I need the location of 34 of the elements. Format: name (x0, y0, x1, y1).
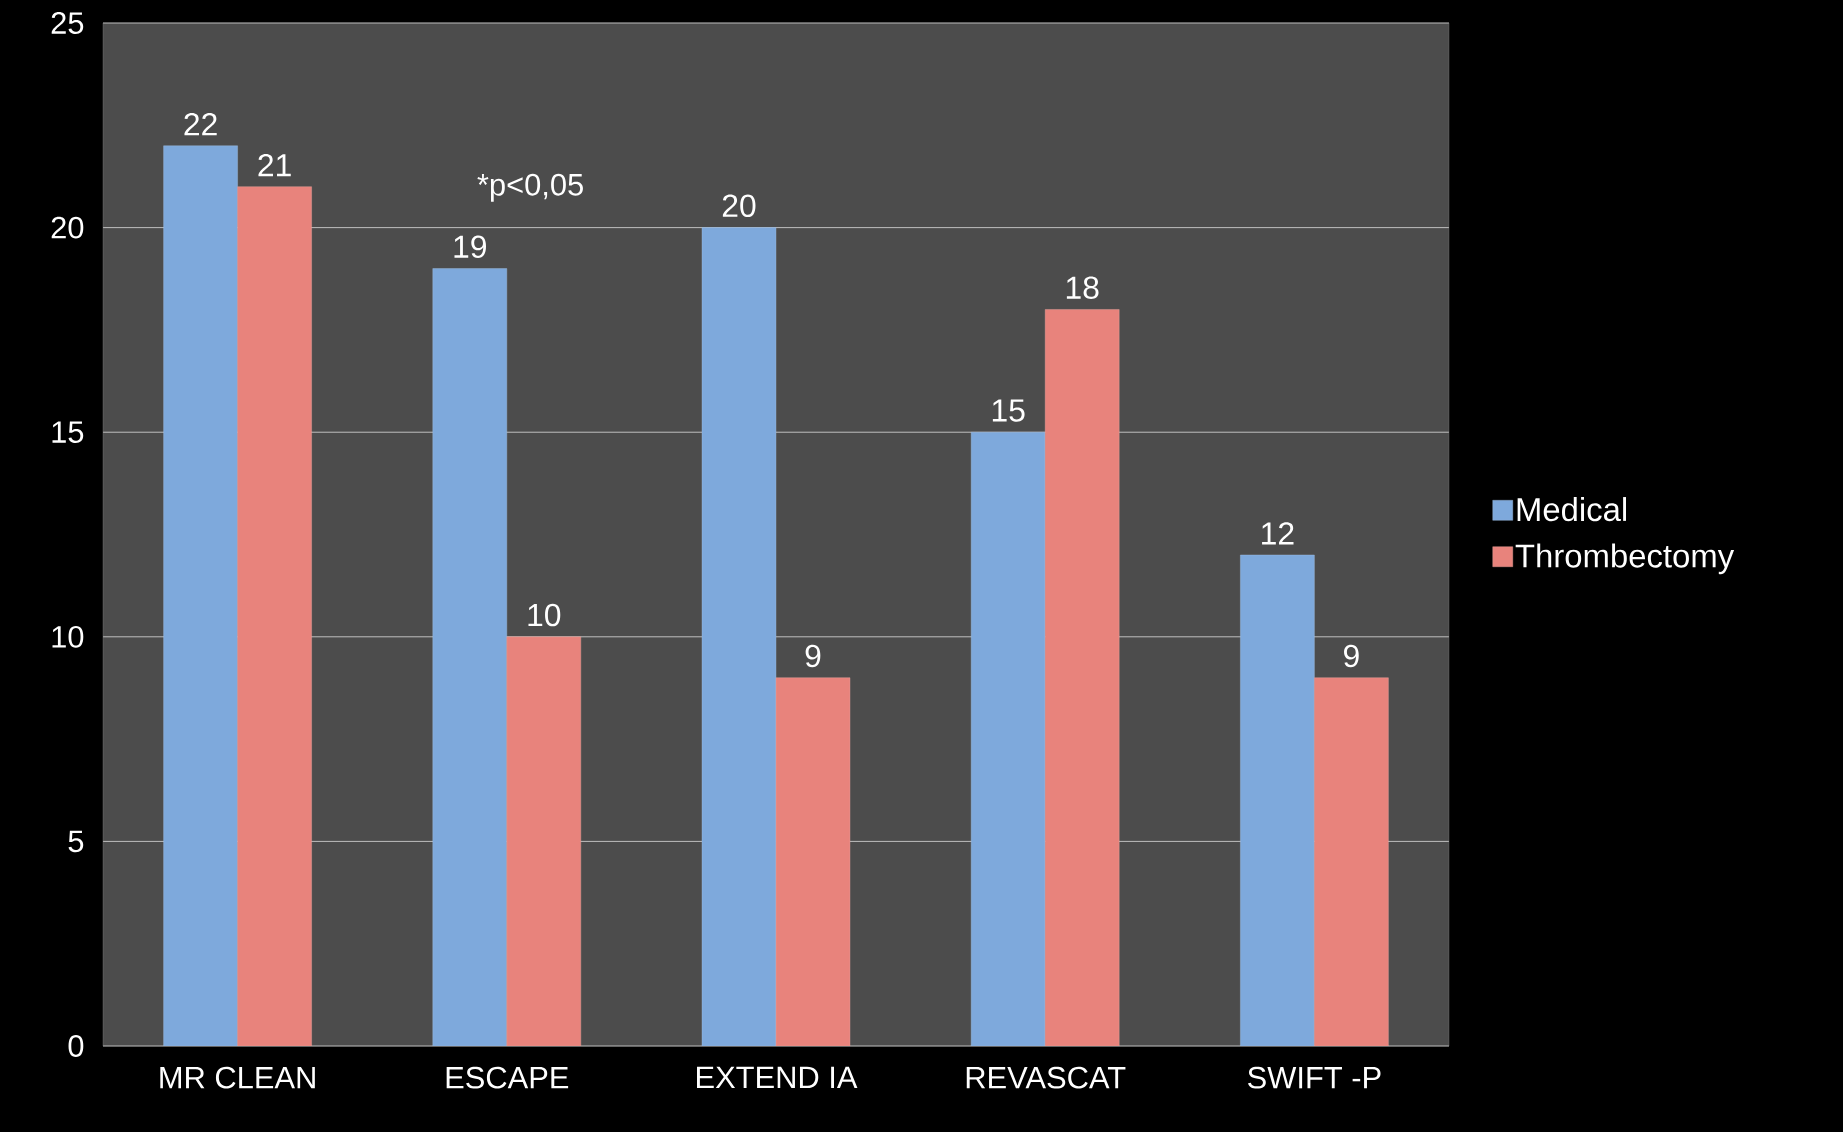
data-label: 21 (258, 153, 291, 177)
legend-label: Medical (1517, 497, 1627, 522)
bar (775, 677, 851, 1046)
bar (970, 432, 1046, 1046)
x-tick-label: EXTEND IA (697, 1066, 858, 1088)
bar (163, 145, 238, 1046)
bar (1314, 677, 1389, 1046)
data-label: 12 (1262, 522, 1294, 545)
bar (1240, 554, 1315, 1046)
bar (1044, 309, 1120, 1046)
data-label: 19 (454, 235, 487, 259)
annotation: *p<0,05 (477, 173, 583, 202)
data-label: 10 (528, 603, 561, 627)
x-tick-label: REVASCAT (966, 1066, 1126, 1089)
data-label: 18 (1066, 276, 1099, 299)
y-tick-label: 25 (51, 12, 84, 34)
x-tick-label: MR CLEAN (160, 1066, 315, 1089)
bar (506, 636, 581, 1046)
bar (432, 268, 507, 1046)
bar (701, 227, 777, 1046)
data-label: 15 (992, 399, 1025, 422)
y-tick-label: 0 (68, 1035, 84, 1057)
data-label: 9 (805, 644, 821, 668)
bar (237, 186, 312, 1046)
data-label: 22 (184, 113, 217, 136)
y-tick-label: 10 (52, 625, 84, 648)
y-tick-label: 15 (52, 421, 84, 443)
legend-label: Thrombectomy (1515, 543, 1735, 575)
y-tick-label: 5 (68, 830, 84, 853)
y-tick-label: 20 (51, 216, 84, 239)
data-label: 20 (722, 194, 756, 218)
x-tick-label: ESCAPE (446, 1066, 569, 1089)
x-tick-label: SWIFT -P (1248, 1066, 1381, 1089)
data-label: 9 (1344, 644, 1359, 668)
